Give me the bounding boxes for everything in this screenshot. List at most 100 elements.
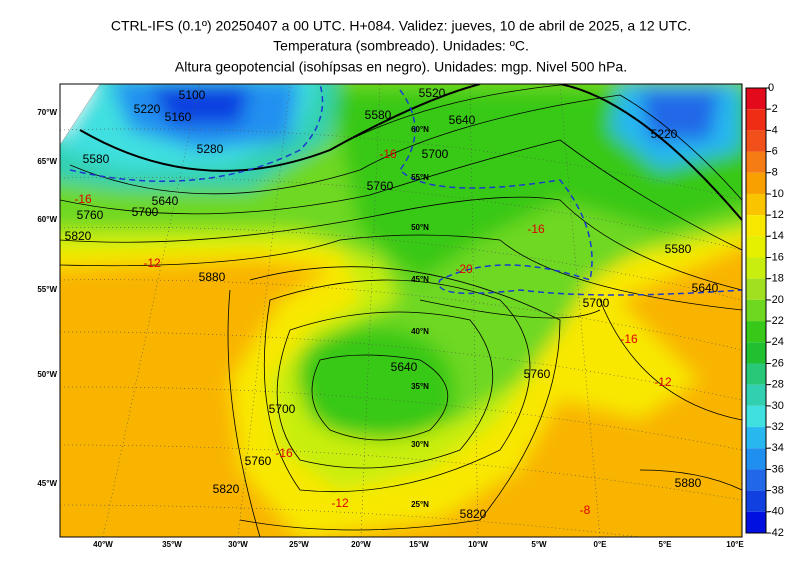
temp-label: -16 bbox=[620, 332, 638, 346]
colorbar-band bbox=[746, 363, 766, 385]
map-frame bbox=[59, 83, 743, 538]
colorbar-band bbox=[746, 215, 766, 237]
colorbar-label: -24 bbox=[768, 336, 784, 348]
lon-label: 10°W bbox=[468, 540, 488, 549]
lon-label: 5°E bbox=[659, 540, 673, 549]
colorbar-label: -32 bbox=[768, 421, 784, 433]
grid-label: 35°N bbox=[411, 382, 429, 391]
lon-label: 10°E bbox=[726, 540, 744, 549]
no-data bbox=[60, 84, 101, 146]
height-label: 5760 bbox=[245, 454, 272, 468]
colorbar-label: -22 bbox=[768, 315, 784, 327]
grid-label: 50°N bbox=[411, 223, 429, 232]
colorbar-band bbox=[746, 109, 766, 131]
lon-label: 20°W bbox=[351, 540, 371, 549]
colorbar-band bbox=[746, 490, 766, 512]
colorbar-label: -12 bbox=[768, 209, 784, 221]
colorbar-frame bbox=[745, 87, 767, 534]
height-label: 5280 bbox=[197, 142, 224, 156]
colorbar-label: -14 bbox=[768, 230, 784, 242]
lat-label: 50°W bbox=[37, 370, 57, 379]
height-label: 5880 bbox=[675, 476, 702, 490]
lon-label: 25°W bbox=[289, 540, 309, 549]
colorbar-label: -34 bbox=[768, 442, 784, 454]
lat-label: 45°W bbox=[37, 479, 57, 488]
temp-label: -12 bbox=[331, 496, 349, 510]
colorbar-label: -28 bbox=[768, 379, 784, 391]
height-label: 5760 bbox=[367, 179, 394, 193]
height-label: 5640 bbox=[391, 360, 418, 374]
title-line: CTRL-IFS (0.1º) 20250407 a 00 UTC. H+084… bbox=[111, 18, 691, 34]
colorbar-label: 0 bbox=[768, 82, 774, 94]
colorbar-band bbox=[746, 469, 766, 491]
colorbar-label: -36 bbox=[768, 463, 784, 475]
temp-label: -16 bbox=[275, 446, 293, 460]
grid-label: 45°N bbox=[411, 275, 429, 284]
grid-label: 30°N bbox=[411, 440, 429, 449]
height-label: 5100 bbox=[179, 88, 206, 102]
colorbar-band bbox=[746, 299, 766, 322]
grid-label: 25°N bbox=[411, 500, 429, 509]
lat-label: 60°W bbox=[37, 215, 57, 224]
colorbar-label: -40 bbox=[768, 506, 784, 518]
height-label: 5640 bbox=[692, 281, 719, 295]
colorbar-label: -6 bbox=[768, 145, 778, 157]
height-label: 5640 bbox=[449, 113, 476, 127]
colorbar-band bbox=[746, 193, 766, 216]
colorbar-label: -26 bbox=[768, 357, 784, 369]
colorbar-label: -16 bbox=[768, 251, 784, 263]
colorbar-band bbox=[746, 448, 766, 470]
grid-label: 60°N bbox=[411, 125, 429, 134]
lon-label: 0°E bbox=[594, 540, 608, 549]
height-label: 5820 bbox=[65, 229, 92, 243]
lat-label: 65°W bbox=[37, 157, 57, 166]
height-label: 5520 bbox=[419, 86, 446, 100]
shading bbox=[60, 84, 742, 537]
height-label: 5220 bbox=[651, 127, 678, 141]
colorbar-band bbox=[746, 236, 766, 258]
colorbar-label: -38 bbox=[768, 485, 784, 497]
height-label: 5160 bbox=[165, 110, 192, 124]
colorbar-band bbox=[746, 321, 766, 343]
map: 60°N 55°N 50°N 45°N 40°N 35°N 30°N 25°N 5100 5160… bbox=[60, 84, 742, 537]
colorbar-band bbox=[746, 384, 766, 406]
main-contour bbox=[79, 84, 742, 221]
colorbar-label: -10 bbox=[768, 188, 784, 200]
height-label: 5580 bbox=[665, 242, 692, 256]
grid-label: 40°N bbox=[411, 327, 429, 336]
colorbar-label: -8 bbox=[768, 167, 778, 179]
height-label: 5700 bbox=[269, 402, 296, 416]
axis-labels: 40°W 35°W 30°W 25°W 20°W 15°W 10°W 5°W 0°E 5°E 10°… bbox=[37, 108, 744, 549]
colorbar-band bbox=[746, 172, 766, 194]
height-label: 5760 bbox=[524, 367, 551, 381]
graticule bbox=[60, 84, 742, 537]
height-label: 5880 bbox=[199, 270, 226, 284]
colorbar-label: -4 bbox=[768, 124, 778, 136]
lon-label: 40°W bbox=[93, 540, 113, 549]
height-label: 5640 bbox=[152, 194, 179, 208]
colorbar-band bbox=[746, 405, 766, 428]
height-label: 5700 bbox=[132, 205, 159, 219]
lon-label: 5°W bbox=[531, 540, 547, 549]
colorbar-band bbox=[746, 257, 766, 279]
height-label: 5700 bbox=[583, 296, 610, 310]
colorbar-label: -30 bbox=[768, 400, 784, 412]
height-label: 5760 bbox=[77, 208, 104, 222]
lat-label: 55°W bbox=[37, 285, 57, 294]
header: CTRL-IFS (0.1º) 20250407 a 00 UTC. H+084… bbox=[111, 18, 691, 75]
colorbar-band bbox=[746, 342, 766, 364]
colorbar-label: -20 bbox=[768, 294, 784, 306]
height-label: 5580 bbox=[83, 152, 110, 166]
temp-label: -8 bbox=[580, 503, 591, 517]
temp-label: -16 bbox=[379, 147, 397, 161]
temp-label: -12 bbox=[654, 375, 672, 389]
colorbar-label: -2 bbox=[768, 103, 778, 115]
height-label: 5820 bbox=[213, 482, 240, 496]
map-labels: 60°N 55°N 50°N 45°N 40°N 35°N 30°N 25°N 5100 5160… bbox=[65, 86, 719, 521]
temp-contours bbox=[69, 84, 742, 296]
title-line: Temperatura (sombreado). Unidades: ºC. bbox=[273, 38, 529, 54]
grid-label: 55°N bbox=[411, 173, 429, 182]
colorbar-label: -42 bbox=[768, 527, 784, 539]
lat-label: 70°W bbox=[37, 108, 57, 117]
